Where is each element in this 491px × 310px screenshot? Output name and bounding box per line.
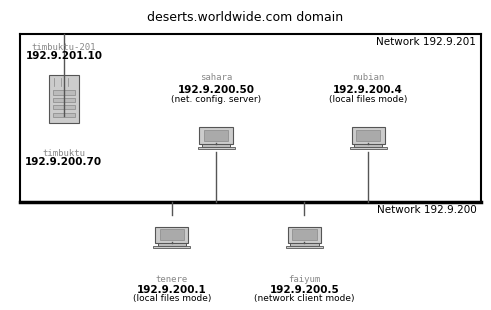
Bar (290, 243, 319, 246)
Text: nubian: nubian (352, 73, 384, 82)
Text: (network client mode): (network client mode) (254, 294, 355, 303)
Bar (153, 246, 191, 248)
FancyBboxPatch shape (49, 75, 79, 123)
Text: (local files mode): (local files mode) (329, 95, 408, 104)
Text: deserts.worldwide.com domain: deserts.worldwide.com domain (147, 11, 344, 24)
Bar (53, 113, 75, 117)
Text: tenere: tenere (156, 275, 188, 284)
Text: timbuktu: timbuktu (42, 149, 85, 158)
Text: 192.9.200.4: 192.9.200.4 (333, 85, 403, 95)
Bar (354, 144, 382, 147)
Text: 192.9.200.50: 192.9.200.50 (178, 85, 254, 95)
Bar (53, 91, 75, 95)
Bar (292, 229, 317, 240)
Bar (204, 130, 228, 141)
Text: sahara: sahara (200, 73, 232, 82)
Bar (160, 229, 184, 240)
FancyBboxPatch shape (199, 127, 233, 144)
Text: 192.9.200.1: 192.9.200.1 (137, 285, 207, 294)
Text: 192.9.201.10: 192.9.201.10 (26, 51, 102, 61)
Text: Network 192.9.200: Network 192.9.200 (377, 205, 476, 215)
Bar (53, 98, 75, 102)
Text: Network 192.9.201: Network 192.9.201 (377, 37, 476, 47)
Text: (net. config. server): (net. config. server) (171, 95, 261, 104)
FancyBboxPatch shape (155, 227, 189, 243)
Bar (286, 246, 323, 248)
Bar (197, 147, 235, 149)
Bar (202, 144, 230, 147)
Text: 192.9.200.5: 192.9.200.5 (270, 285, 339, 294)
FancyBboxPatch shape (352, 127, 385, 144)
Text: timbuktu-201: timbuktu-201 (31, 43, 96, 52)
Bar (158, 243, 186, 246)
Bar (356, 130, 381, 141)
Text: 192.9.200.70: 192.9.200.70 (25, 157, 103, 167)
Text: (local files mode): (local files mode) (133, 294, 211, 303)
Text: faiyum: faiyum (288, 275, 321, 284)
Bar (53, 105, 75, 109)
Bar (350, 147, 387, 149)
FancyBboxPatch shape (288, 227, 321, 243)
